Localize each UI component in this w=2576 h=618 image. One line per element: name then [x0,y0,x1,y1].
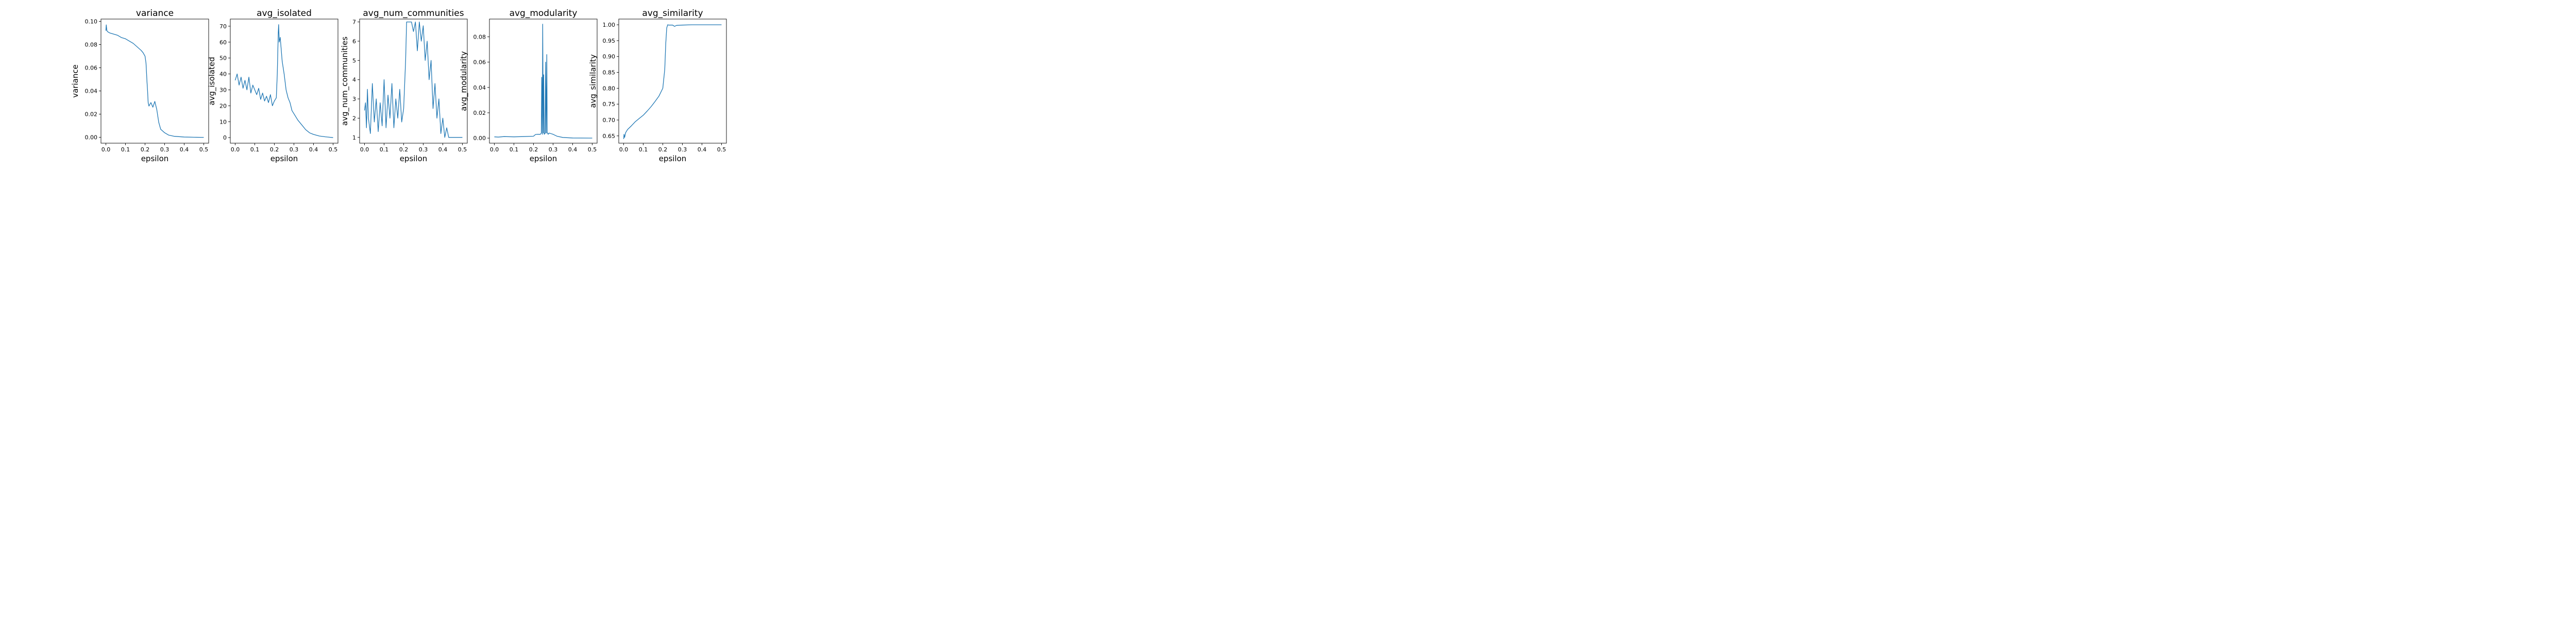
y-tick-label: 0.00 [85,134,98,141]
y-tick-label: 10 [219,118,227,125]
y-tick-label: 0.00 [473,135,486,142]
y-tick-label: 1.00 [603,22,616,28]
y-tick-label: 0.10 [85,19,98,25]
x-tick-label: 0.4 [309,146,318,153]
plot-frame [618,19,727,144]
x-axis-label: epsilon [400,154,428,163]
y-tick-label: 0.65 [603,133,616,140]
x-tick-label: 0.3 [419,146,428,153]
x-tick-label: 0.5 [199,146,209,153]
x-tick-label: 0.5 [329,146,338,153]
y-tick-label: 0.06 [85,65,98,72]
x-tick-label: 0.3 [160,146,170,153]
y-axis-label: avg_modularity [459,51,469,111]
x-tick-label: 0.1 [510,146,519,153]
y-tick-label: 0.02 [85,111,98,118]
plot-frame [100,19,209,144]
subplot-avg-similarity: 0.0 0.1 0.2 0.3 0.4 0.5 0.65 0.70 0.75 0.80 0.85 0.… [588,8,727,163]
x-tick-label: 0.4 [438,146,448,153]
subplot-variance: 0.0 0.1 0.2 0.3 0.4 0.5 0.00 0.02 0.04 0.06 0.08 0.… [71,8,209,163]
x-tick-label: 0.2 [399,146,409,153]
y-tick-label: 0.85 [603,70,616,76]
y-tick-label: 70 [219,23,227,30]
series-line [623,24,722,140]
x-tick-label: 0.4 [180,146,189,153]
y-tick-label: 0.04 [85,88,98,95]
x-tick-label: 0.3 [678,146,687,153]
chart-title: variance [136,8,174,19]
chart-title: avg_similarity [642,8,703,19]
subplot-avg-modularity: 0.0 0.1 0.2 0.3 0.4 0.5 0.00 0.02 0.04 0.06 0.08 av… [459,8,598,163]
y-tick-label: 40 [219,71,227,78]
x-axis-label: epsilon [270,154,298,163]
y-tick-label: 0.95 [603,38,616,44]
y-tick-label: 0.06 [473,59,486,66]
x-tick-label: 0.0 [360,146,369,153]
y-tick-label: 30 [219,87,227,93]
x-tick-label: 0.2 [270,146,279,153]
subplot-avg-isolated: 0.0 0.1 0.2 0.3 0.4 0.5 0 10 20 30 40 50 60 70 avg_iso… [207,8,338,163]
x-tick-label: 0.1 [121,146,130,153]
x-tick-label: 0.4 [568,146,578,153]
y-tick-label: 4 [352,77,356,83]
y-tick-label: 20 [219,102,227,109]
x-axis-label: epsilon [659,154,687,163]
y-tick-label: 0.80 [603,85,616,92]
chart-title: avg_isolated [257,8,312,19]
y-tick-label: 60 [219,39,227,46]
y-tick-label: 3 [352,96,356,102]
series-line [364,21,463,138]
x-tick-label: 0.1 [639,146,648,153]
x-tick-label: 0.4 [698,146,707,153]
plot-frame [359,19,468,144]
x-tick-label: 0.5 [717,146,726,153]
x-tick-label: 0.2 [529,146,538,153]
series-line [234,24,333,138]
plot-frame [489,19,598,144]
x-tick-label: 0.2 [658,146,668,153]
y-tick-label: 0.75 [603,101,616,108]
y-tick-label: 6 [352,38,356,45]
y-axis-label: avg_similarity [588,54,598,108]
x-tick-label: 0.1 [250,146,260,153]
y-tick-label: 2 [352,115,356,122]
y-tick-label: 0.02 [473,110,486,116]
y-tick-label: 1 [352,134,356,141]
plot-frame [230,19,338,144]
y-tick-label: 0.04 [473,84,486,91]
y-tick-label: 0.70 [603,117,616,124]
y-tick-label: 0 [223,134,227,141]
x-tick-label: 0.0 [619,146,629,153]
y-tick-label: 0.08 [85,42,98,48]
x-axis-label: epsilon [141,154,169,163]
x-tick-label: 0.0 [490,146,499,153]
x-tick-label: 0.2 [141,146,150,153]
series-line [494,24,592,139]
x-tick-label: 0.5 [458,146,467,153]
figure-canvas: 0.0 0.1 0.2 0.3 0.4 0.50.000.020.040.060.080.… [71,8,727,163]
y-tick-label: 7 [352,19,356,26]
y-tick-label: 5 [352,57,356,64]
y-axis-label: avg_isolated [207,57,217,105]
x-tick-label: 0.3 [549,146,558,153]
x-tick-label: 0.0 [101,146,111,153]
chart-title: avg_num_communities [363,8,464,19]
x-tick-label: 0.5 [588,146,597,153]
y-axis-label: variance [71,64,80,98]
y-tick-label: 0.90 [603,54,616,60]
x-axis-label: epsilon [530,154,557,163]
y-axis-label: avg_num_communities [340,37,350,126]
series-line [105,24,204,138]
x-tick-label: 0.0 [231,146,240,153]
y-tick-label: 0.08 [473,33,486,40]
y-tick-label: 50 [219,55,227,62]
x-tick-label: 0.3 [290,146,299,153]
x-tick-label: 0.1 [380,146,389,153]
subplot-avg-num-communities: 0.0 0.1 0.2 0.3 0.4 0.5 1 2 3 4 5 6 7 avg_num_communi… [340,8,468,163]
chart-title: avg_modularity [510,8,578,19]
